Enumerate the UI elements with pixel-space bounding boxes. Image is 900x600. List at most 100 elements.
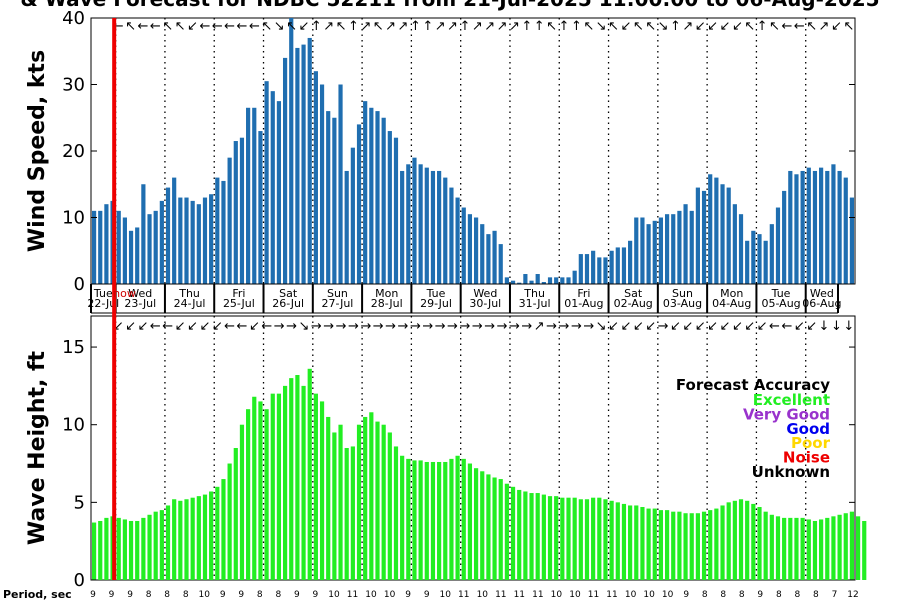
day-date-label: 03-Aug bbox=[663, 297, 702, 310]
wave-direction-arrow-icon: ↙ bbox=[695, 319, 706, 334]
period-value: 9 bbox=[90, 590, 96, 600]
period-axis-label: Period, sec bbox=[3, 588, 72, 600]
period-value: 10 bbox=[477, 590, 489, 600]
wave-bar bbox=[597, 497, 602, 580]
wind-bar bbox=[603, 257, 608, 284]
wind-grid bbox=[114, 18, 807, 284]
wave-bar bbox=[671, 511, 676, 580]
wave-y-tick-label: 10 bbox=[62, 415, 85, 436]
wind-y-tick-label: 10 bbox=[62, 208, 85, 229]
wave-bar bbox=[338, 424, 343, 580]
wave-direction-arrow-icon: ↙ bbox=[633, 319, 644, 334]
wind-bar bbox=[172, 177, 177, 284]
wind-bar bbox=[615, 247, 620, 284]
wind-direction-arrow-icon: ← bbox=[249, 19, 260, 34]
wind-y-tick-label: 0 bbox=[74, 274, 85, 295]
wave-bar bbox=[701, 511, 707, 580]
wind-bar bbox=[541, 282, 546, 284]
wave-bar bbox=[541, 494, 546, 580]
wind-bar bbox=[658, 217, 664, 284]
wave-bar bbox=[646, 508, 651, 580]
wave-bar bbox=[264, 409, 269, 580]
wave-bar bbox=[246, 409, 251, 580]
period-value: 10 bbox=[662, 590, 674, 600]
wind-direction-arrow-icon: ↑ bbox=[757, 19, 768, 34]
legend-title: Forecast Accuracy bbox=[676, 376, 830, 394]
wave-bar bbox=[634, 505, 639, 580]
period-value: 11 bbox=[532, 590, 543, 600]
wind-bar bbox=[289, 18, 294, 284]
wind-bar bbox=[375, 111, 380, 284]
wave-bar bbox=[467, 463, 473, 580]
wind-bar bbox=[246, 107, 251, 284]
wind-direction-arrow-icon: ↑ bbox=[571, 19, 582, 34]
wave-direction-arrow-icon: → bbox=[583, 319, 594, 334]
wind-bar bbox=[209, 194, 214, 284]
wave-bar bbox=[578, 499, 583, 580]
wind-direction-arrow-icon: ↑ bbox=[534, 19, 545, 34]
wave-direction-arrow-icon: → bbox=[348, 319, 359, 334]
wave-direction-arrow-icon: → bbox=[373, 319, 384, 334]
wave-direction-arrow-icon: ↙ bbox=[732, 319, 743, 334]
wave-direction-arrow-icon: ↙ bbox=[199, 319, 210, 334]
wind-y-tick-label: 40 bbox=[62, 8, 85, 29]
wave-plot-frame bbox=[90, 315, 856, 581]
wind-bar bbox=[313, 71, 318, 284]
wave-bar bbox=[510, 486, 516, 580]
wind-direction-arrow-icon: ↖ bbox=[843, 19, 854, 34]
wind-bar bbox=[338, 84, 343, 284]
period-value: 11 bbox=[514, 590, 525, 600]
wave-bar bbox=[332, 432, 337, 580]
wave-direction-arrow-icon: ↙ bbox=[720, 319, 731, 334]
wave-direction-arrow-icon: ← bbox=[237, 319, 248, 334]
period-value: 8 bbox=[813, 590, 819, 600]
wind-bar bbox=[356, 124, 362, 285]
wind-bar bbox=[523, 274, 528, 284]
wind-direction-arrow-icon: ↖ bbox=[125, 19, 136, 34]
wind-bar bbox=[295, 47, 300, 285]
wind-direction-arrow-icon: ↙ bbox=[707, 19, 718, 34]
wind-bar bbox=[751, 230, 756, 284]
wave-direction-arrow-icon: ↙ bbox=[212, 319, 223, 334]
day-weekday-label: Tue bbox=[771, 287, 791, 300]
day-date-label: 29-Jul bbox=[420, 297, 452, 310]
wave-direction-arrow-icon: → bbox=[459, 319, 470, 334]
period-value: 8 bbox=[164, 590, 170, 600]
wave-bar bbox=[282, 385, 288, 580]
wind-bar bbox=[369, 107, 374, 284]
wind-bar bbox=[91, 210, 97, 284]
period-value: 9 bbox=[220, 590, 226, 600]
wave-direction-arrow-icon: ↙ bbox=[620, 319, 631, 334]
wave-bar bbox=[658, 510, 664, 580]
wave-bar bbox=[473, 468, 479, 580]
wave-bar bbox=[664, 510, 670, 580]
wave-bar bbox=[849, 511, 855, 580]
wave-bar bbox=[738, 499, 744, 580]
wind-bar bbox=[726, 187, 731, 284]
wave-direction-arrow-icon: ↙ bbox=[249, 319, 260, 334]
period-value: 10 bbox=[328, 590, 340, 600]
day-date-label: 26-Jul bbox=[272, 297, 304, 310]
wind-bar bbox=[652, 220, 657, 284]
wave-bar bbox=[356, 424, 362, 580]
day-date-label: 28-Jul bbox=[371, 297, 403, 310]
wind-bar bbox=[443, 177, 448, 284]
wave-bar bbox=[227, 463, 232, 580]
wind-bar bbox=[683, 204, 688, 284]
wave-direction-arrow-icon: → bbox=[385, 319, 396, 334]
period-value: 10 bbox=[643, 590, 655, 600]
wave-bar bbox=[128, 520, 134, 580]
wind-bar bbox=[849, 197, 855, 284]
day-date-label: 05-Aug bbox=[761, 297, 800, 310]
now-label: now bbox=[113, 287, 136, 300]
wind-bar bbox=[239, 137, 245, 284]
wave-direction-arrow-icon: → bbox=[398, 319, 409, 334]
wind-bar bbox=[837, 170, 842, 284]
wind-direction-arrow-icon: ↑ bbox=[559, 19, 570, 34]
day-date-label: 22-Jul bbox=[87, 297, 119, 310]
wind-bar bbox=[732, 204, 737, 284]
wave-bar bbox=[628, 505, 633, 580]
wave-bar bbox=[424, 461, 429, 580]
wave-y-tick-label: 5 bbox=[74, 492, 85, 513]
day-label-strip: Tue22-JulWed23-JulThu24-JulFri25-JulSat2… bbox=[87, 283, 855, 314]
